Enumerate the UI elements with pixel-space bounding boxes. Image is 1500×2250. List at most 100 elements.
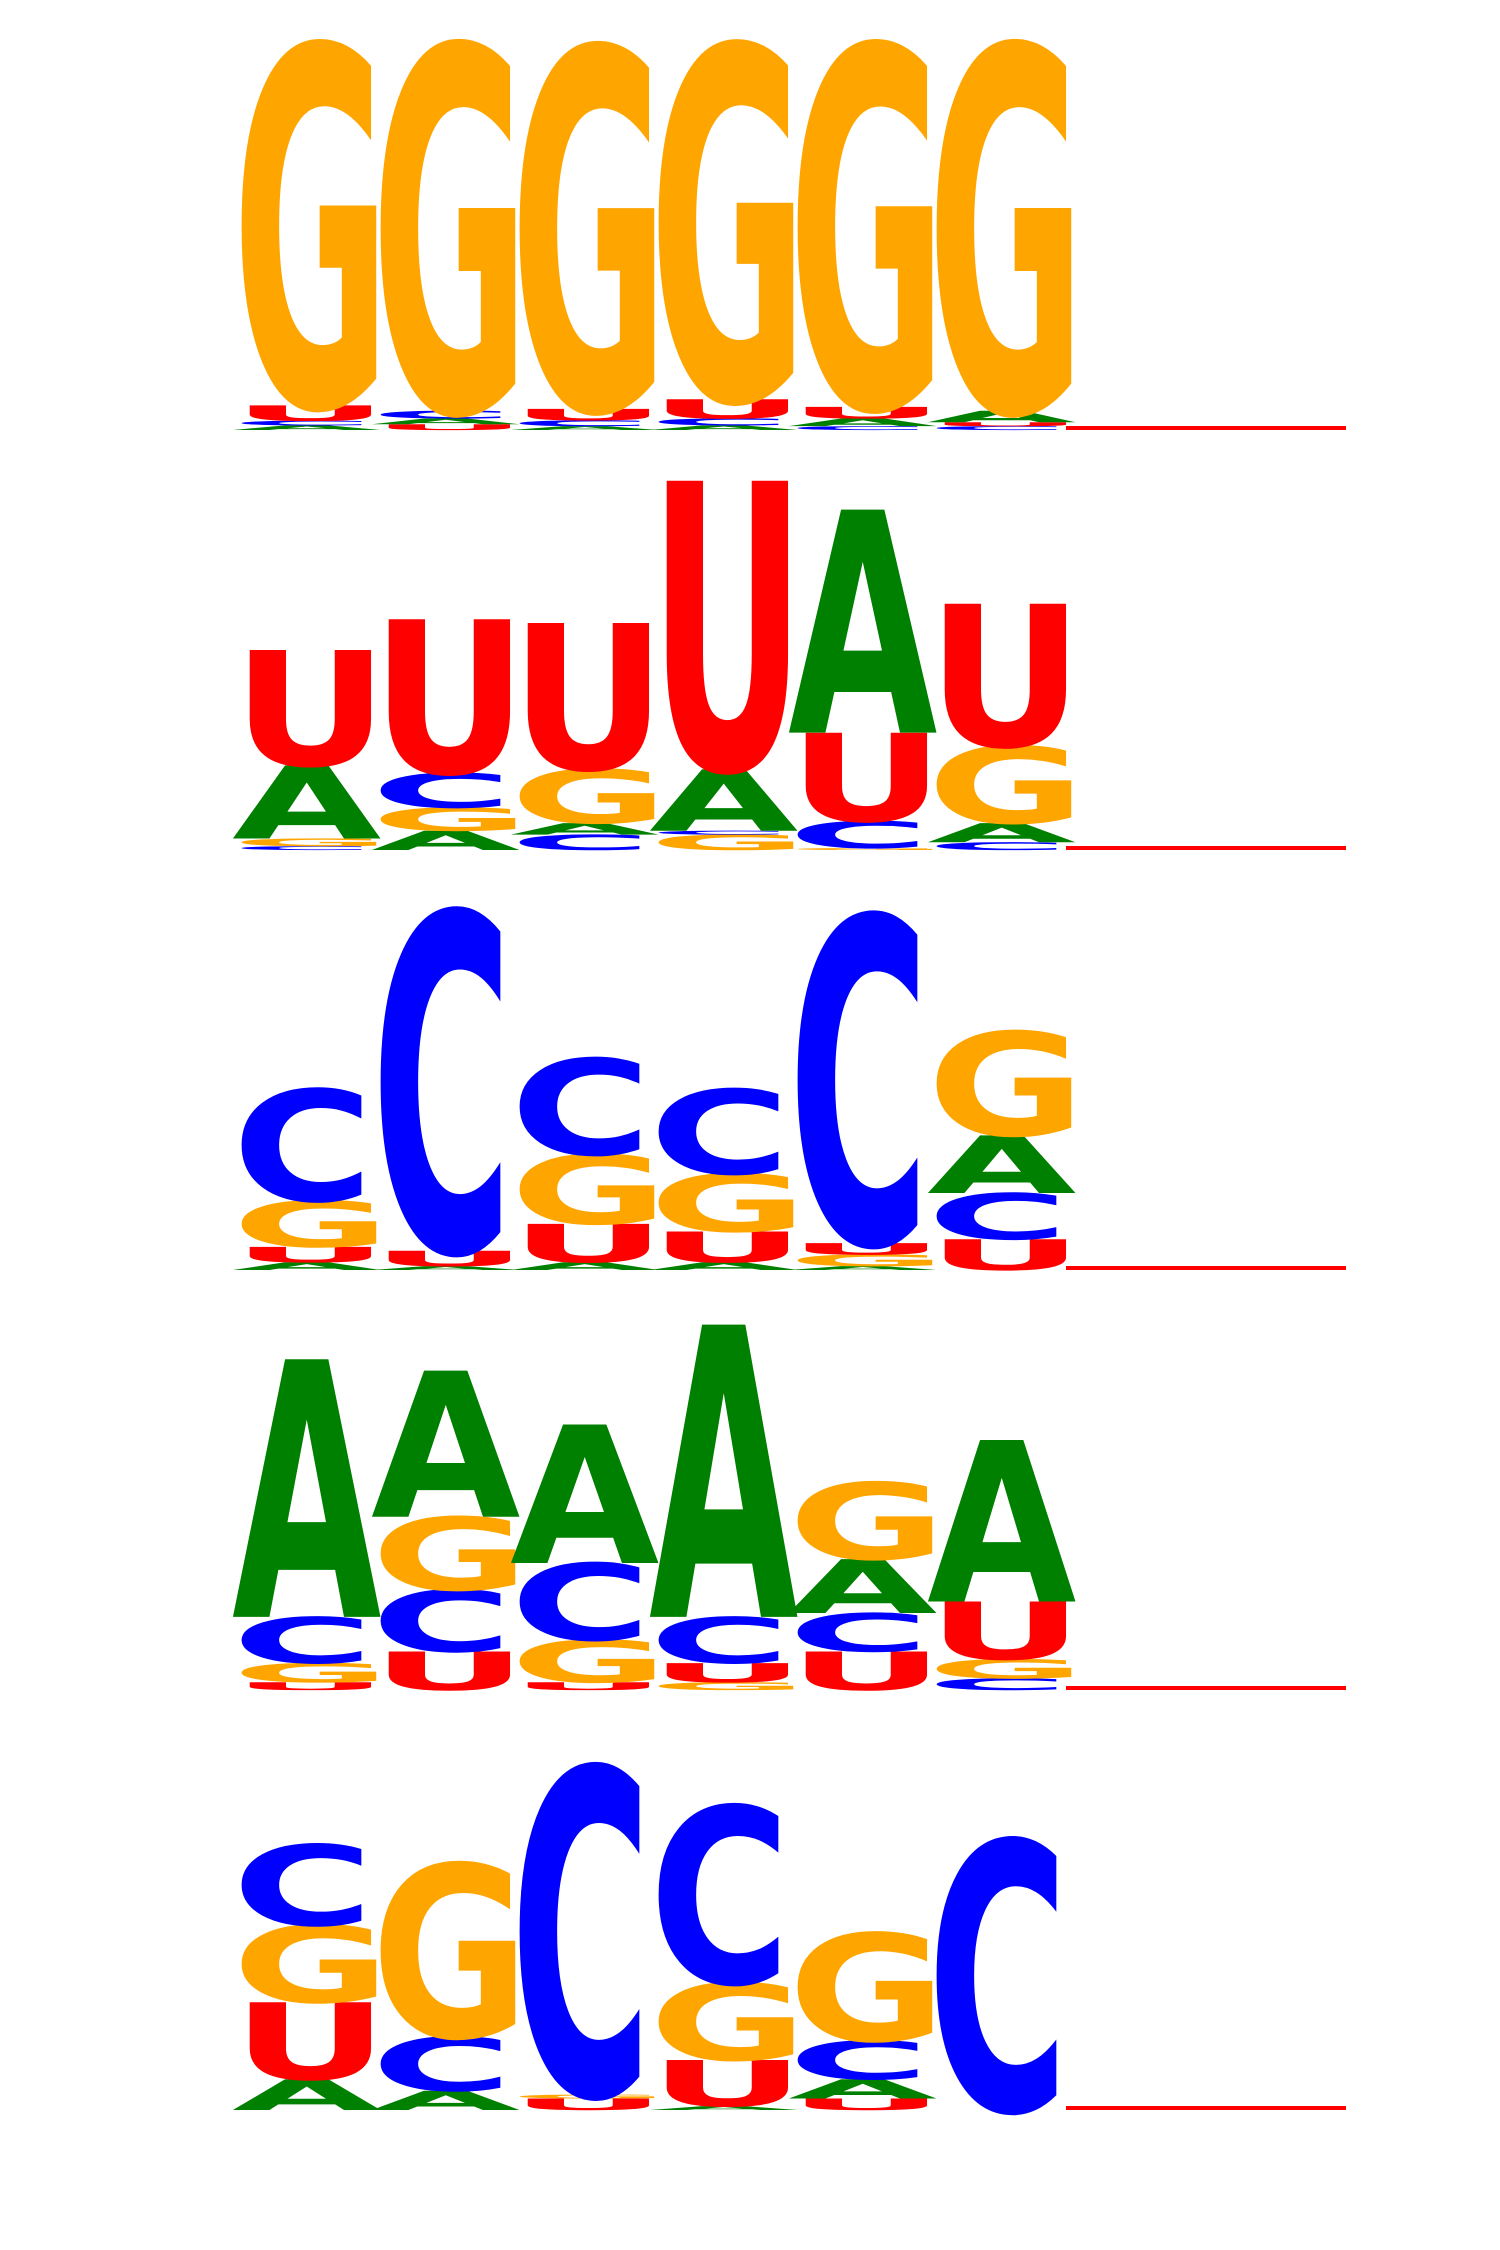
letter-U: U (927, 421, 1084, 427)
letter-U: U (371, 1642, 528, 1703)
letter-G: G (788, 1461, 946, 1584)
logo-position-6: C (927, 1769, 1069, 2198)
letter-C: C (927, 1181, 1069, 1255)
letter-G: G (510, 1136, 668, 1246)
letter-G: G (649, 1962, 807, 2085)
letter-U: U (510, 584, 667, 817)
logo-position-2: AUC (371, 820, 528, 1361)
letter-U: U (927, 1231, 1084, 1280)
letter-A: A (232, 746, 381, 863)
letter-A: A (788, 1265, 938, 1271)
letter-A: A (371, 1265, 521, 1271)
letter-G: G (232, 836, 390, 848)
letter-A: A (371, 826, 520, 857)
letter-A: A (510, 1260, 660, 1272)
letter-U: U (649, 1223, 806, 1272)
letter-A: A (927, 1396, 1076, 1654)
letter-C: C (232, 1059, 374, 1237)
letter-G: G (510, 1629, 668, 1697)
letter-C: C (232, 845, 374, 851)
letter-C: C (788, 425, 930, 431)
letter-G: G (788, 1903, 946, 2076)
letter-A: A (788, 450, 937, 805)
letter-G: G (788, 1252, 946, 1270)
letter-C: C (232, 1604, 374, 1678)
letter-C: C (927, 1769, 1069, 2198)
letter-C: C (788, 814, 930, 857)
letter-G: G (788, 0, 946, 524)
letter-U: U (649, 1658, 806, 1689)
letter-A: A (371, 2086, 520, 2117)
letter-G: G (927, 0, 1085, 530)
letter-A: A (371, 417, 521, 426)
letter-U: U (649, 403, 806, 863)
letter-G: G (371, 801, 529, 838)
logo-position-2: ACG (371, 1817, 529, 2116)
letter-G: G (510, 755, 668, 841)
letter-C: C (371, 820, 513, 1361)
letter-A: A (232, 2071, 381, 2120)
letter-U: U (788, 2095, 945, 2113)
letter-G: G (232, 1188, 390, 1262)
letter-U: U (649, 2048, 806, 2122)
letter-A: A (510, 820, 659, 838)
letter-C: C (788, 2031, 930, 2092)
letter-C: C (649, 417, 791, 428)
letter-C: C (371, 764, 513, 819)
letter-G: G (788, 848, 946, 851)
letter-C: C (649, 1604, 791, 1678)
letter-G: G (649, 0, 807, 515)
letter-C: C (510, 419, 652, 428)
letter-U: U (927, 565, 1084, 792)
letter-C: C (510, 1542, 652, 1665)
letter-C: C (510, 1032, 652, 1185)
letter-U: U (232, 401, 389, 425)
letter-G: G (510, 0, 668, 526)
letter-G: G (371, 1497, 529, 1614)
letter-G: G (232, 1905, 390, 2028)
letter-U: U (232, 618, 389, 803)
letter-A: A (232, 424, 382, 431)
letter-A: A (232, 1290, 383, 1701)
letter-A: A (927, 408, 1076, 426)
letter-C: C (371, 1574, 513, 1672)
letter-G: G (232, 1658, 390, 1689)
letter-C: C (371, 409, 513, 421)
letter-G: G (232, 0, 390, 523)
letter-U: U (232, 1243, 389, 1267)
letter-C: C (649, 1066, 791, 1202)
letter-A: A (649, 1246, 800, 1712)
letter-U: U (788, 404, 945, 422)
letter-C: C (510, 831, 652, 855)
letter-C: C (649, 830, 791, 836)
letter-G: G (927, 1654, 1085, 1685)
letter-C: C (371, 2023, 513, 2109)
letter-U: U (510, 1680, 667, 1692)
letter-C: C (788, 1603, 930, 1664)
letter-A: A (788, 2074, 937, 2105)
letter-G: G (371, 1817, 529, 2093)
letter-U: U (371, 577, 528, 823)
